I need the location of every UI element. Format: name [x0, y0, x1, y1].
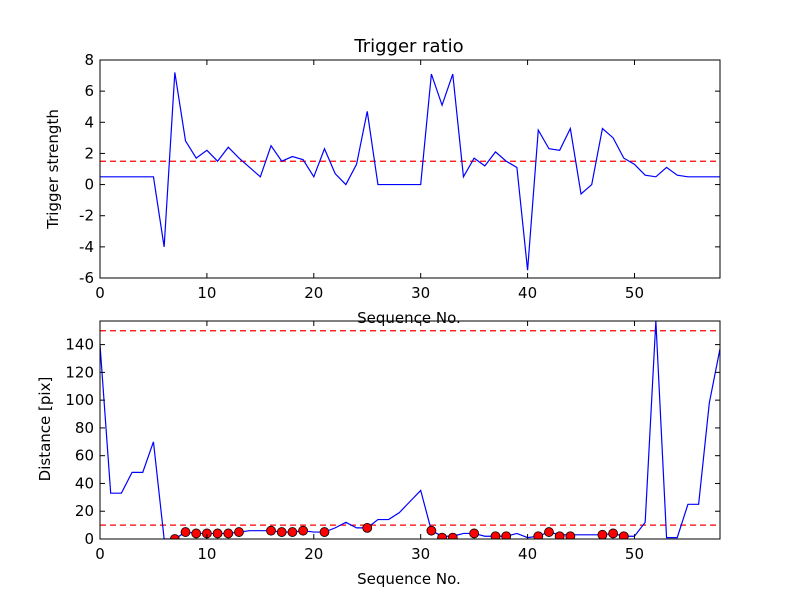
y-axis-label: Trigger strength	[44, 109, 62, 230]
data-point	[287, 527, 298, 537]
data-point	[501, 531, 512, 539]
data-point	[618, 531, 629, 539]
axes-frame	[99, 59, 721, 279]
x-tick-label: 30	[411, 284, 430, 302]
x-tick-label: 20	[304, 545, 323, 563]
data-point	[469, 528, 480, 539]
data-point	[608, 528, 619, 539]
data-point	[191, 528, 202, 539]
y-tick-label: 100	[65, 391, 94, 409]
trigger-ratio-chart: Trigger ratio Sequence No. Trigger stren…	[44, 36, 721, 327]
x-tick-label: 20	[304, 284, 323, 302]
data-point	[544, 527, 554, 537]
series-line	[100, 321, 720, 539]
y-tick-label: -6	[79, 269, 94, 287]
data-point	[223, 528, 234, 539]
data-point	[437, 532, 447, 539]
data-point	[426, 525, 437, 536]
data-point	[212, 528, 223, 539]
y-tick-label: 60	[75, 447, 94, 465]
data-point	[554, 531, 565, 539]
x-tick-label: 0	[95, 284, 105, 302]
x-axis-label: Sequence No.	[357, 309, 461, 327]
y-tick-label: 0	[84, 176, 94, 194]
data-point	[169, 534, 180, 539]
data-point	[180, 527, 191, 537]
x-tick-label: 30	[411, 545, 430, 563]
data-point	[298, 525, 309, 536]
y-tick-label: 4	[84, 113, 94, 131]
data-point	[447, 532, 458, 539]
x-axis-label: Sequence No.	[357, 570, 461, 588]
data-point	[597, 529, 608, 539]
y-tick-label: 2	[84, 144, 94, 162]
y-tick-label: -2	[79, 207, 94, 225]
data-point	[276, 527, 287, 537]
y-tick-label: 6	[84, 82, 94, 100]
y-tick-label: 8	[84, 51, 94, 69]
data-point	[266, 525, 276, 536]
x-tick-label: 0	[95, 545, 105, 563]
x-tick-label: 50	[625, 284, 644, 302]
series-line	[100, 72, 720, 271]
distance-chart: Sequence No. Distance [pix] 0 10 20 30 40 500…	[36, 320, 721, 588]
data-point	[319, 527, 330, 537]
y-tick-label: 120	[65, 363, 94, 381]
x-tick-label: 50	[625, 545, 644, 563]
y-tick-label: 80	[75, 419, 94, 437]
y-tick-label: -4	[79, 238, 94, 256]
x-tick-label: 40	[518, 545, 537, 563]
y-axis-label: Distance [pix]	[36, 377, 54, 482]
y-tick-label: 20	[75, 502, 94, 520]
y-tick-label: 40	[75, 474, 94, 492]
data-point	[234, 527, 244, 537]
chart-title: Trigger ratio	[353, 36, 463, 57]
y-tick-label: 0	[84, 530, 94, 548]
plot-area: 0 10 20 30 40 50 0 20 40 60 80 100 120 140	[65, 320, 721, 563]
data-point	[565, 531, 576, 539]
plot-area: 0 10 20 30 40 50 -6 -4 -2 0 2 4 6 8	[79, 51, 721, 302]
plot-content	[100, 72, 720, 271]
data-point	[533, 531, 544, 539]
x-tick-label: 10	[197, 545, 216, 563]
data-point	[490, 531, 501, 539]
x-tick-label: 40	[518, 284, 537, 302]
plot-content	[100, 321, 720, 539]
data-point	[362, 522, 373, 533]
axes-frame	[99, 320, 721, 540]
x-tick-label: 10	[197, 284, 216, 302]
y-tick-label: 140	[65, 336, 94, 354]
